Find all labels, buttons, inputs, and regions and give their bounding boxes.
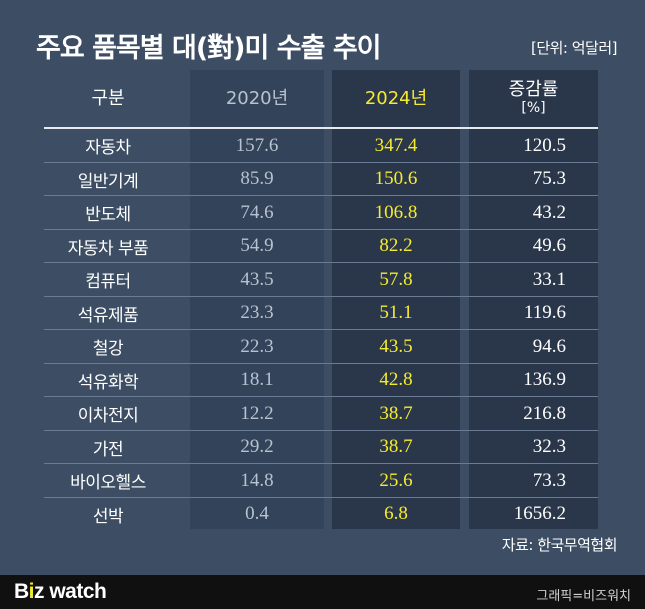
row-value-2020: 74.6 [240,201,274,223]
logo-prefix: B [14,580,29,603]
row-item-label: 석유화학 [77,372,139,393]
row-value-2020: 0.4 [245,503,269,524]
header-rate-label: 증감률 [508,78,559,100]
table-body: 자동차 157.6 347.4 120.5 일반기계 85.9 150.6 75.3 반도체 74… [44,129,598,531]
table-header: 구분 2020년 2024년 증감률 [%] [44,70,598,127]
row-value-2024: 106.8 [374,201,418,223]
table-row: 선박 0.4 6.8 1656.2 [44,498,598,532]
header-2020: 2020년 [225,88,289,109]
row-value-2020: 23.3 [240,302,274,323]
row-value-2024: 51.1 [379,302,413,323]
table-row: 바이오헬스 14.8 25.6 73.3 [44,464,598,498]
row-value-rate: 33.1 [532,268,566,290]
row-item-label: 바이오헬스 [70,473,146,493]
row-value-2024: 25.6 [379,469,413,491]
row-item-label: 자동차 부품 [67,238,149,259]
header-divider [44,127,598,129]
table-row: 자동차 부품 54.9 82.2 49.6 [44,230,598,263]
column-rate-background [469,70,598,529]
row-value-rate: 75.3 [532,168,566,189]
table-row: 반도체 74.6 106.8 43.2 [44,196,598,230]
table-row: 컴퓨터 43.5 57.8 33.1 [44,263,598,297]
row-value-rate: 73.3 [532,469,566,491]
row-item-label: 반도체 [85,205,131,225]
footer-bar: Biz watch 그래픽=비즈워치 [0,575,645,609]
table-row: 이차전지 12.2 38.7 216.8 [44,397,598,431]
logo-suffix: z watch [34,580,107,603]
row-value-rate: 1656.2 [513,503,566,524]
table-row: 석유제품 23.3 51.1 119.6 [44,297,598,330]
row-item-label: 자동차 [85,138,131,158]
row-value-rate: 216.8 [523,402,566,424]
table-row: 철강 22.3 43.5 94.6 [44,330,598,364]
row-value-2020: 157.6 [235,134,279,156]
row-item-label: 이차전지 [77,406,139,426]
row-value-2024: 57.8 [379,268,413,290]
row-item-label: 선박 [92,506,124,527]
row-value-2020: 43.5 [240,268,274,290]
unit-label: [단위: 억달러] [530,39,618,57]
table-row: 석유화학 18.1 42.8 136.9 [44,364,598,397]
row-value-2024: 347.4 [374,134,418,156]
column-2020-background [190,70,324,529]
row-value-2020: 18.1 [240,369,274,390]
row-value-2024: 38.7 [379,402,413,424]
row-value-rate: 49.6 [532,235,566,256]
row-value-rate: 119.6 [523,302,566,323]
row-value-rate: 32.3 [532,436,566,457]
logo-accent: i [28,580,35,603]
row-value-rate: 94.6 [532,335,566,357]
column-2024-background [332,70,460,529]
row-value-2020: 14.8 [240,469,274,491]
row-value-2024: 150.6 [374,168,418,189]
row-value-2024: 42.8 [379,369,413,390]
row-value-2020: 22.3 [240,335,274,357]
header-rate: 증감률 [%] [469,70,598,127]
table-row: 가전 29.2 38.7 32.3 [44,431,598,464]
row-value-rate: 43.2 [532,201,566,223]
row-value-rate: 136.9 [523,369,566,390]
header-2024: 2024년 [364,88,428,109]
row-item-label: 일반기계 [77,171,139,192]
bizwatch-logo: Biz watch [14,580,107,604]
header-rate-unit: [%] [521,99,546,116]
row-value-2024: 38.7 [379,436,413,457]
row-item-label: 컴퓨터 [85,272,131,292]
row-value-2020: 54.9 [240,235,274,256]
table-row: 일반기계 85.9 150.6 75.3 [44,163,598,196]
row-item-label: 가전 [92,439,124,460]
row-item-label: 석유제품 [77,305,139,326]
header-item: 구분 [91,88,125,109]
row-value-2024: 82.2 [379,235,413,256]
row-value-2024: 6.8 [384,503,408,524]
row-value-2024: 43.5 [379,335,413,357]
row-value-2020: 12.2 [240,402,274,424]
row-item-label: 철강 [92,339,124,359]
source-note: 자료: 한국무역협회 [501,536,618,554]
row-value-rate: 120.5 [523,134,566,156]
row-value-2020: 29.2 [240,436,274,457]
page-title: 주요 품목별 대(對)미 수출 추이 [36,33,382,64]
graphic-credit: 그래픽=비즈워치 [536,589,631,604]
table-row: 자동차 157.6 347.4 120.5 [44,129,598,163]
row-value-2020: 85.9 [240,168,274,189]
